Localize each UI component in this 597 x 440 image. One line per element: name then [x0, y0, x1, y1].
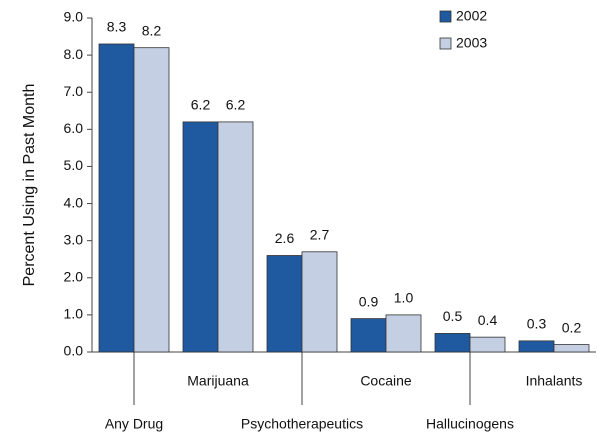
value-label: 0.2 [562, 319, 582, 335]
value-label: 0.4 [478, 312, 498, 328]
x-tick-label: Cocaine [360, 373, 412, 389]
value-label: 0.9 [359, 293, 379, 309]
x-tick-label: Marijuana [187, 373, 249, 389]
bar [385, 314, 422, 353]
bar [434, 333, 471, 353]
value-label: 2.6 [275, 230, 295, 246]
legend-label: 2003 [456, 35, 487, 51]
value-label: 1.0 [394, 290, 414, 306]
value-label: 0.5 [443, 308, 463, 324]
x-tick-label: Any Drug [105, 416, 163, 432]
bar [518, 340, 555, 353]
value-label: 6.2 [226, 97, 246, 113]
x-tick-label: Hallucinogens [426, 416, 514, 432]
bar [553, 344, 590, 353]
bar [266, 255, 303, 353]
y-tick-label: 9.0 [64, 9, 84, 25]
y-tick-label: 8.0 [64, 46, 84, 62]
bar [98, 43, 135, 353]
bar [182, 121, 219, 353]
value-label: 8.2 [142, 22, 162, 38]
y-tick-label: 4.0 [64, 194, 84, 210]
y-tick-label: 2.0 [64, 268, 84, 284]
y-tick-label: 1.0 [64, 306, 84, 322]
x-tick-label: Inhalants [526, 373, 583, 389]
bar [217, 121, 254, 353]
x-tick-label: Psychotherapeutics [241, 416, 363, 432]
value-label: 0.3 [527, 316, 547, 332]
y-tick-label: 0.0 [64, 343, 84, 359]
value-label: 2.7 [310, 227, 330, 243]
legend-swatch [439, 10, 452, 23]
bar [301, 251, 338, 353]
y-axis-label: Percent Using in Past Month [21, 84, 38, 287]
value-label: 6.2 [191, 97, 211, 113]
y-tick-label: 3.0 [64, 231, 84, 247]
legend-label: 2002 [456, 8, 487, 24]
y-tick-label: 7.0 [64, 83, 84, 99]
y-tick-label: 5.0 [64, 157, 84, 173]
bar [469, 336, 506, 353]
y-tick-label: 6.0 [64, 120, 84, 136]
bar [133, 47, 170, 353]
legend-swatch [439, 37, 452, 50]
bar [350, 318, 387, 353]
value-label: 8.3 [107, 19, 127, 35]
